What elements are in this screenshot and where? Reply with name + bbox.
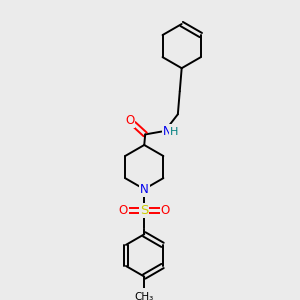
Text: H: H xyxy=(170,127,178,136)
Text: N: N xyxy=(163,125,172,138)
Text: CH₃: CH₃ xyxy=(135,292,154,300)
Text: O: O xyxy=(161,204,170,217)
Text: N: N xyxy=(140,183,148,196)
Text: O: O xyxy=(125,115,134,128)
Text: S: S xyxy=(140,204,148,217)
Text: O: O xyxy=(118,204,128,217)
